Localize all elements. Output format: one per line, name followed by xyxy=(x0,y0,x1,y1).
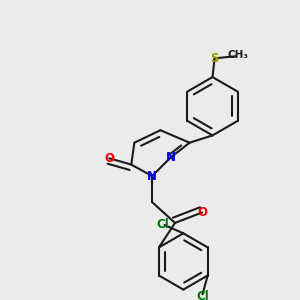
Text: CH₃: CH₃ xyxy=(227,50,248,60)
Text: O: O xyxy=(197,206,207,219)
Text: N: N xyxy=(147,169,157,182)
Text: N: N xyxy=(166,151,176,164)
Text: Cl: Cl xyxy=(156,218,169,232)
Text: Cl: Cl xyxy=(196,290,209,300)
Text: O: O xyxy=(104,152,114,165)
Text: S: S xyxy=(210,52,219,65)
